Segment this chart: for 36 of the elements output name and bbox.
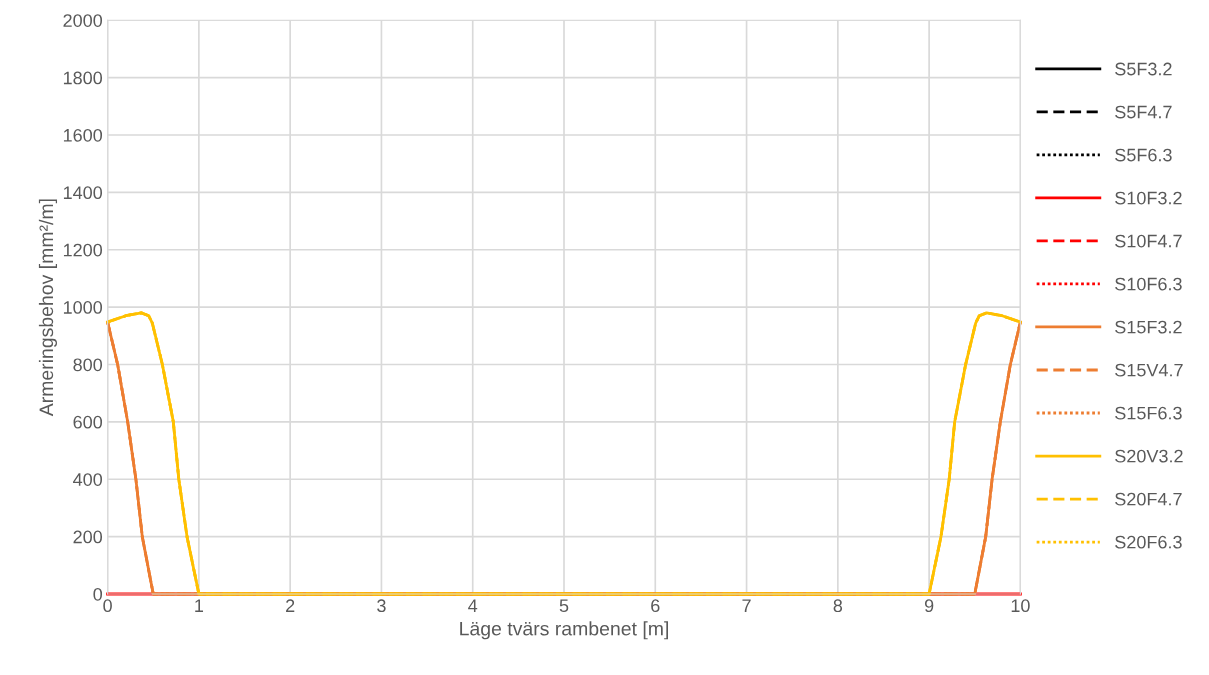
y-tick-label: 1400 — [63, 186, 103, 200]
y-tick-label: 1800 — [63, 71, 103, 85]
y-tick-label: 400 — [73, 473, 103, 486]
x-tick-label: 8 — [833, 599, 843, 613]
x-tick-label: 3 — [377, 599, 386, 613]
legend-label: S10F6.3 — [1115, 277, 1182, 291]
x-tick-label: 6 — [651, 599, 660, 613]
y-axis-title: Armeringsbehov [mm²/m] — [38, 199, 58, 417]
legend-label: S5F3.2 — [1115, 62, 1172, 76]
legend-label: S5F6.3 — [1115, 148, 1172, 162]
x-tick-label: 0 — [103, 599, 112, 613]
legend-label: S10F3.2 — [1115, 191, 1182, 205]
x-axis-title: Läge tvärs rambenet [m] — [460, 621, 668, 640]
legend-label: S20F4.7 — [1115, 492, 1182, 506]
x-tick-label: 7 — [742, 599, 751, 612]
x-tick-label: 2 — [286, 599, 295, 612]
y-tick-label: 600 — [73, 415, 103, 429]
x-tick-label: 9 — [924, 599, 934, 613]
legend-label: S20F6.3 — [1115, 535, 1182, 549]
legend-label: S15V4.7 — [1115, 363, 1183, 377]
y-tick-label: 1000 — [63, 301, 103, 314]
legend-label: S15F6.3 — [1115, 406, 1182, 420]
legend-label: S20V3.2 — [1115, 449, 1183, 463]
y-tick-label: 0 — [93, 587, 103, 601]
y-tick-label: 1200 — [63, 243, 103, 257]
y-tick-label: 1600 — [63, 128, 103, 142]
legend-label: S10F4.7 — [1115, 234, 1182, 248]
x-tick-label: 5 — [559, 599, 569, 613]
x-tick-label: 4 — [468, 599, 478, 612]
legend-label: S15F3.2 — [1115, 320, 1182, 334]
y-tick-label: 200 — [73, 530, 103, 544]
x-tick-label: 1 — [195, 599, 204, 612]
legend-label: S5F4.7 — [1115, 105, 1172, 119]
y-tick-label: 2000 — [63, 14, 103, 27]
x-tick-label: 10 — [1011, 599, 1030, 613]
y-tick-label: 800 — [73, 358, 103, 372]
